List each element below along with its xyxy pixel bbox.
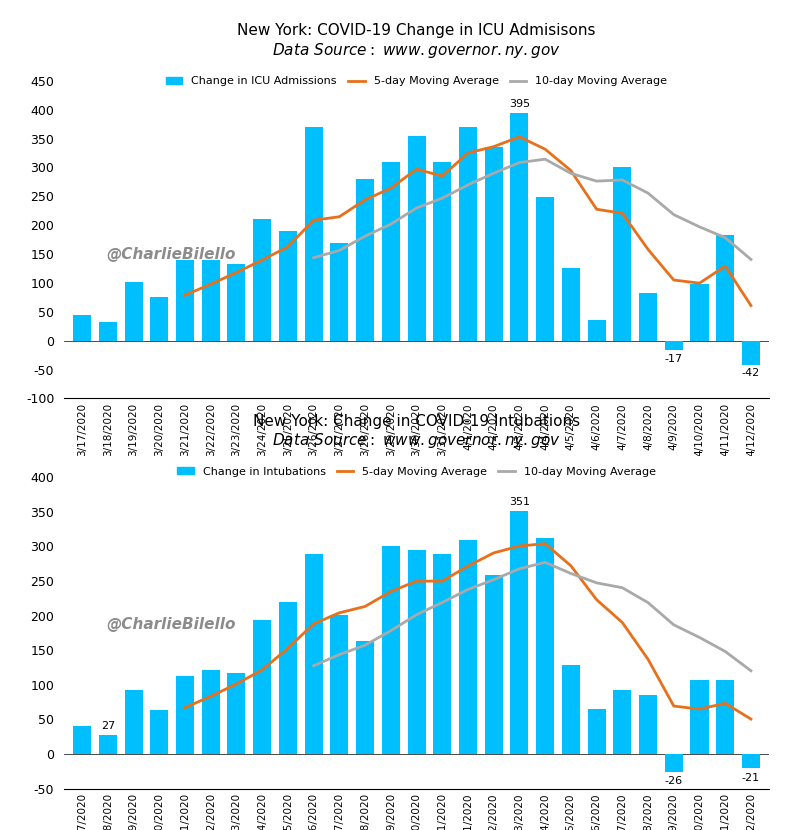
Bar xyxy=(356,179,374,340)
Bar xyxy=(73,315,91,340)
Bar xyxy=(279,231,297,340)
Bar xyxy=(99,735,117,754)
Bar xyxy=(73,726,91,754)
Bar xyxy=(665,754,682,772)
Bar xyxy=(253,219,272,340)
Text: -42: -42 xyxy=(742,369,760,378)
Bar xyxy=(742,340,760,365)
Bar xyxy=(99,322,117,340)
Bar xyxy=(227,673,245,754)
Bar xyxy=(614,168,631,340)
Bar xyxy=(639,696,657,754)
Bar xyxy=(716,235,735,340)
Text: 27: 27 xyxy=(101,721,115,731)
Bar xyxy=(356,641,374,754)
Bar xyxy=(304,127,323,340)
Bar xyxy=(588,709,606,754)
Text: 351: 351 xyxy=(509,497,530,507)
Bar xyxy=(485,575,503,754)
Bar xyxy=(485,147,503,340)
Bar xyxy=(279,602,297,754)
Bar xyxy=(202,671,219,754)
Bar xyxy=(253,621,272,754)
Legend: Change in Intubations, 5-day Moving Average, 10-day Moving Average: Change in Intubations, 5-day Moving Aver… xyxy=(173,462,660,481)
Text: @CharlieBilello: @CharlieBilello xyxy=(107,247,235,262)
Bar xyxy=(639,293,657,340)
Bar xyxy=(690,284,709,340)
Bar xyxy=(588,320,606,340)
Bar xyxy=(408,550,425,754)
Bar xyxy=(690,680,709,754)
Bar xyxy=(536,198,554,340)
Bar xyxy=(330,615,348,754)
Bar xyxy=(151,710,168,754)
Bar xyxy=(124,691,143,754)
Text: 395: 395 xyxy=(509,99,530,109)
Bar xyxy=(536,538,554,754)
Bar xyxy=(665,340,682,350)
Bar xyxy=(510,113,529,340)
Bar xyxy=(382,162,400,340)
Bar xyxy=(330,242,348,340)
Bar xyxy=(408,135,425,340)
Bar xyxy=(716,680,735,754)
Bar xyxy=(124,281,143,340)
Bar xyxy=(510,511,529,754)
Bar xyxy=(742,754,760,769)
Title: New York: Change in COVID-19 Intubations
$\it{Data\ Source:\ www.governor.ny.gov: New York: Change in COVID-19 Intubations… xyxy=(253,413,580,451)
Text: -26: -26 xyxy=(665,776,682,786)
Bar xyxy=(202,260,219,340)
Text: @CharlieBilello: @CharlieBilello xyxy=(107,618,235,632)
Bar xyxy=(459,127,477,340)
Bar xyxy=(433,162,451,340)
Bar xyxy=(433,554,451,754)
Text: -21: -21 xyxy=(742,773,760,783)
Title: New York: COVID-19 Change in ICU Admisisons
$\it{Data\ Source:\ www.governor.ny.: New York: COVID-19 Change in ICU Admisis… xyxy=(237,23,596,61)
Bar xyxy=(227,264,245,340)
Bar xyxy=(562,268,580,340)
Bar xyxy=(176,676,194,754)
Legend: Change in ICU Admissions, 5-day Moving Average, 10-day Moving Average: Change in ICU Admissions, 5-day Moving A… xyxy=(161,72,672,90)
Bar xyxy=(562,665,580,754)
Bar xyxy=(151,297,168,340)
Bar xyxy=(614,690,631,754)
Bar xyxy=(176,260,194,340)
Bar xyxy=(382,546,400,754)
Bar xyxy=(459,540,477,754)
Text: -17: -17 xyxy=(665,354,682,364)
Bar xyxy=(304,554,323,754)
